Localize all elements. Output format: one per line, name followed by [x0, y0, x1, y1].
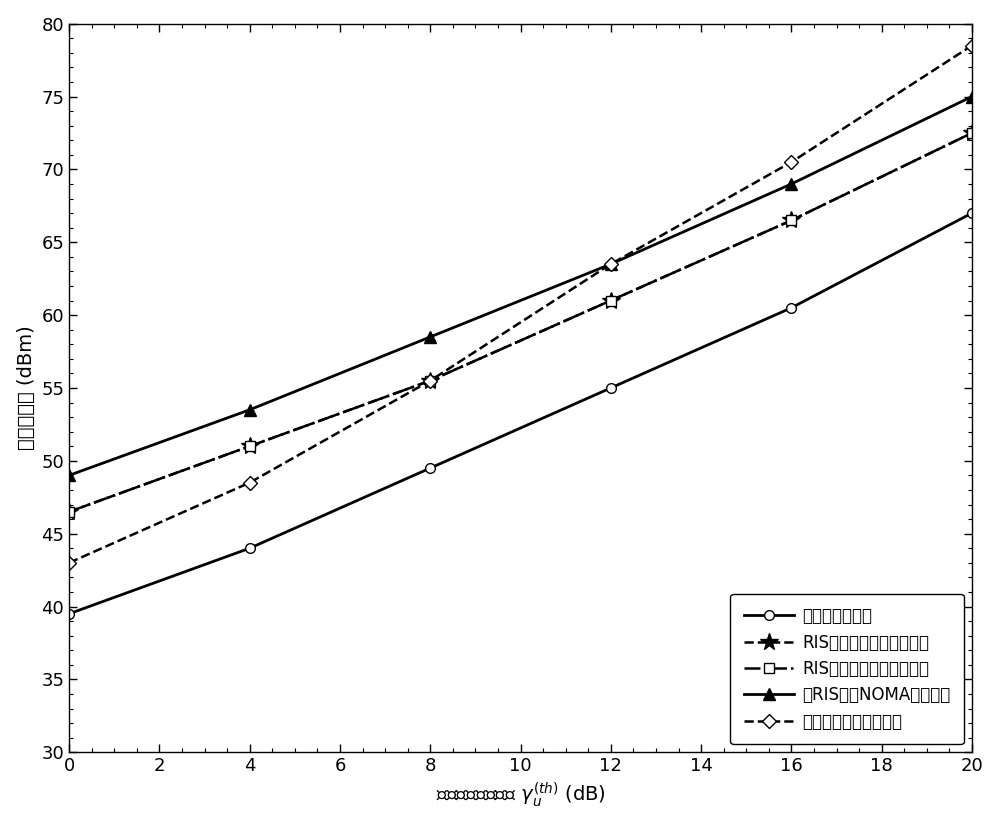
Legend: 本发明传输方法, RIS随机相位偏移传输方法, RIS均等相位偏移传输方法, 无RIS辅助NOMA传输方法, 传统正交多址传输方法: 本发明传输方法, RIS随机相位偏移传输方法, RIS均等相位偏移传输方法, 无… — [730, 594, 964, 744]
无RIS辅助NOMA传输方法 — [966, 92, 978, 102]
Line: RIS均等相位偏移传输方法: RIS均等相位偏移传输方法 — [64, 128, 977, 516]
RIS随机相位偏移传输方法 — [244, 441, 256, 451]
RIS随机相位偏移传输方法 — [785, 216, 797, 225]
本发明传输方法 — [605, 383, 617, 393]
RIS均等相位偏移传输方法 — [63, 507, 75, 517]
本发明传输方法 — [424, 463, 436, 473]
本发明传输方法 — [966, 208, 978, 218]
本发明传输方法 — [785, 303, 797, 313]
Line: 本发明传输方法: 本发明传输方法 — [64, 208, 977, 619]
RIS均等相位偏移传输方法 — [424, 376, 436, 386]
RIS均等相位偏移传输方法 — [966, 128, 978, 138]
无RIS辅助NOMA传输方法 — [244, 405, 256, 415]
RIS随机相位偏移传输方法 — [63, 507, 75, 517]
无RIS辅助NOMA传输方法 — [424, 332, 436, 342]
Line: 传统正交多址传输方法: 传统正交多址传输方法 — [64, 40, 977, 567]
传统正交多址传输方法 — [63, 558, 75, 567]
传统正交多址传输方法 — [424, 376, 436, 386]
RIS随机相位偏移传输方法 — [424, 376, 436, 386]
无RIS辅助NOMA传输方法 — [605, 259, 617, 269]
RIS随机相位偏移传输方法 — [966, 128, 978, 138]
本发明传输方法 — [63, 609, 75, 619]
无RIS辅助NOMA传输方法 — [63, 471, 75, 481]
X-axis label: 用户信干噪比阈值 $\gamma_u^{(th)}$ (dB): 用户信干噪比阈值 $\gamma_u^{(th)}$ (dB) — [436, 781, 605, 809]
Line: RIS随机相位偏移传输方法: RIS随机相位偏移传输方法 — [60, 124, 981, 521]
本发明传输方法 — [244, 544, 256, 553]
RIS均等相位偏移传输方法 — [244, 441, 256, 451]
传统正交多址传输方法 — [785, 157, 797, 167]
传统正交多址传输方法 — [966, 40, 978, 50]
无RIS辅助NOMA传输方法 — [785, 179, 797, 189]
传统正交多址传输方法 — [605, 259, 617, 269]
RIS均等相位偏移传输方法 — [605, 296, 617, 306]
Y-axis label: 总发射功率 (dBm): 总发射功率 (dBm) — [17, 325, 36, 450]
传统正交多址传输方法 — [244, 477, 256, 487]
RIS随机相位偏移传输方法 — [605, 296, 617, 306]
Line: 无RIS辅助NOMA传输方法: 无RIS辅助NOMA传输方法 — [63, 90, 978, 482]
RIS均等相位偏移传输方法 — [785, 216, 797, 225]
